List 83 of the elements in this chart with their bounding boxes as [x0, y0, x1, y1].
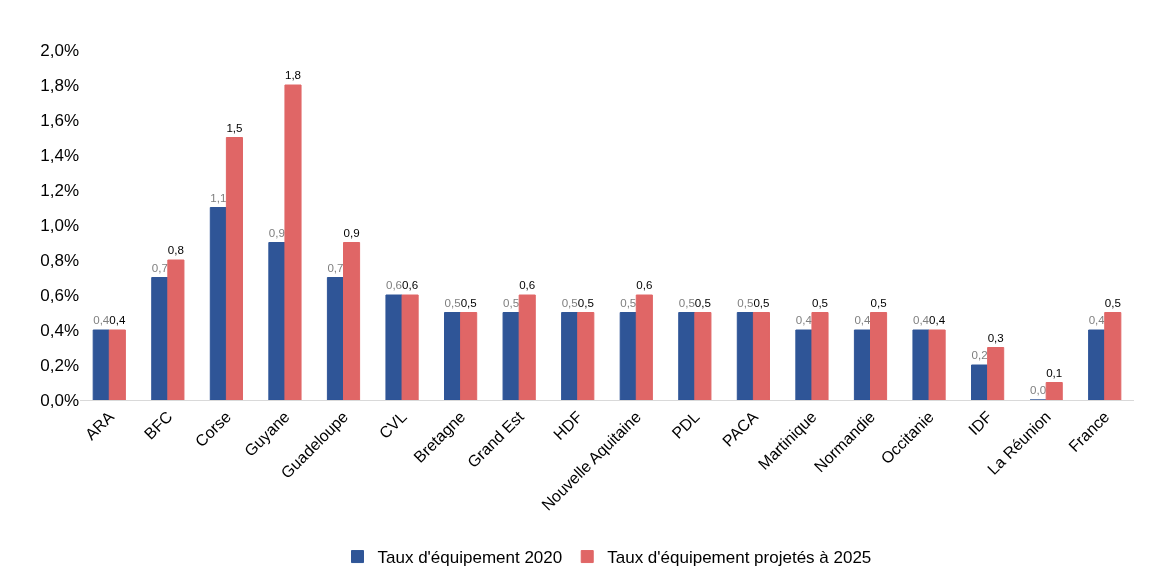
data-label: 0,9	[343, 226, 360, 239]
bar	[343, 242, 361, 400]
bar	[151, 277, 169, 400]
data-label: 0,5	[561, 296, 578, 309]
data-label: 1,1	[210, 191, 227, 204]
data-label: 0,2	[971, 349, 988, 362]
data-label: 0,4	[854, 314, 872, 327]
bar	[577, 312, 595, 400]
data-label: 0,6	[519, 279, 536, 292]
data-label: 0,4	[929, 314, 946, 327]
bar	[811, 312, 829, 400]
x-tick-label: IDF	[965, 407, 996, 439]
data-label: 0,7	[327, 261, 344, 274]
bar	[1088, 329, 1106, 400]
bar	[326, 277, 344, 400]
data-label: 0,3	[987, 331, 1004, 344]
bar	[284, 84, 302, 400]
bar	[561, 312, 579, 400]
bar	[460, 312, 478, 400]
bar	[635, 294, 653, 400]
bar	[385, 294, 403, 400]
bar	[401, 294, 419, 400]
data-label: 0,5	[577, 296, 594, 309]
y-tick-label: 0,4%	[40, 320, 79, 340]
y-tick-label: 0,6%	[40, 285, 79, 305]
y-tick-label: 1,0%	[40, 215, 79, 235]
bar	[795, 329, 813, 400]
x-tick-label: CVL	[375, 407, 410, 442]
data-label: 0,6	[636, 279, 653, 292]
data-label: 0,5	[870, 296, 887, 309]
data-label: 0,5	[460, 296, 477, 309]
y-tick-label: 1,2%	[40, 180, 79, 200]
data-label: 0,5	[694, 296, 711, 309]
data-label: 0,5	[503, 296, 520, 309]
data-label: 0,5	[620, 296, 637, 309]
data-label: 0,5	[737, 296, 754, 309]
data-label: 0,1	[1046, 366, 1063, 379]
bar	[912, 329, 930, 400]
y-tick-label: 1,8%	[40, 75, 79, 95]
data-label: 0,4	[109, 314, 126, 327]
bar	[1104, 312, 1122, 400]
y-tick-label: 0,8%	[40, 250, 79, 270]
bar	[518, 294, 536, 400]
x-tick-label: PDL	[668, 407, 703, 442]
y-tick-label: 1,4%	[40, 145, 79, 165]
data-label: 0,6	[385, 279, 403, 292]
y-tick-label: 2,0%	[40, 40, 79, 60]
bar	[444, 312, 462, 400]
data-label: 1,5	[226, 121, 243, 134]
data-label: 0,5	[1104, 296, 1121, 309]
bar	[502, 312, 520, 400]
data-label: 0,4	[912, 314, 930, 327]
bar	[928, 329, 946, 400]
bar	[736, 312, 754, 400]
y-tick-label: 0,0%	[40, 390, 79, 410]
data-label: 0,8	[167, 244, 184, 257]
data-label: 1,8	[284, 69, 302, 82]
bar	[209, 207, 227, 400]
bar	[167, 259, 185, 400]
bar	[752, 312, 770, 400]
data-label: 0,6	[402, 279, 419, 292]
y-tick-label: 1,6%	[40, 110, 79, 130]
data-label: 0,5	[444, 296, 461, 309]
y-tick-label: 0,2%	[40, 355, 79, 375]
bar	[678, 312, 696, 400]
data-label: 0,0	[1030, 384, 1047, 397]
bar	[108, 329, 126, 400]
bar	[987, 347, 1005, 400]
data-label: 0,4	[93, 314, 110, 327]
bar	[268, 242, 286, 400]
bar	[92, 329, 110, 400]
data-label: 0,5	[811, 296, 829, 309]
legend-label: Taux d'équipement 2020	[377, 548, 563, 568]
bar	[971, 364, 989, 400]
bar	[1045, 382, 1063, 400]
bar	[694, 312, 712, 400]
bar	[619, 312, 637, 400]
legend-label: Taux d'équipement projetés à 2025	[607, 548, 872, 568]
data-label: 0,5	[678, 296, 695, 309]
data-label: 0,5	[753, 296, 770, 309]
bar	[225, 137, 243, 400]
bar	[853, 329, 871, 400]
bar	[870, 312, 888, 400]
